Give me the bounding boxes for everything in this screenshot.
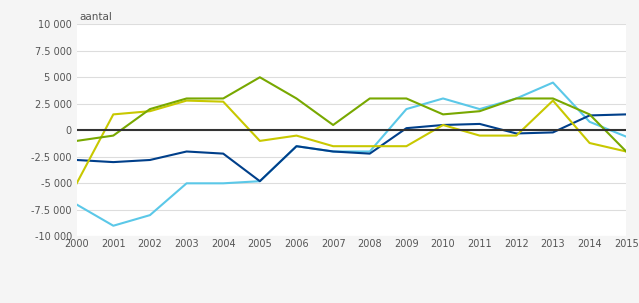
Amsterdam — [109, 224, 117, 228]
Utrecht — [109, 134, 117, 138]
Amsterdam — [366, 150, 374, 153]
Rotterdam — [256, 179, 264, 183]
Utrecht — [219, 97, 227, 100]
Amsterdam — [293, 145, 300, 148]
Den Haag — [549, 99, 557, 102]
Utrecht — [366, 97, 374, 100]
Den Haag — [73, 181, 81, 185]
Den Haag — [622, 150, 630, 153]
Amsterdam — [476, 107, 484, 111]
Rotterdam — [622, 113, 630, 116]
Amsterdam — [146, 213, 154, 217]
Den Haag — [256, 139, 264, 143]
Utrecht — [403, 97, 410, 100]
Den Haag — [403, 145, 410, 148]
Den Haag — [586, 141, 594, 145]
Rotterdam — [512, 132, 520, 135]
Rotterdam — [439, 123, 447, 127]
Den Haag — [512, 134, 520, 138]
Den Haag — [146, 109, 154, 113]
Utrecht — [512, 97, 520, 100]
Utrecht — [329, 123, 337, 127]
Den Haag — [366, 145, 374, 148]
Amsterdam — [622, 135, 630, 138]
Utrecht — [622, 150, 630, 153]
Den Haag — [476, 134, 484, 138]
Rotterdam — [73, 158, 81, 162]
Utrecht — [293, 97, 300, 100]
Utrecht — [476, 109, 484, 113]
Rotterdam — [366, 152, 374, 155]
Rotterdam — [146, 158, 154, 162]
Utrecht — [146, 107, 154, 111]
Amsterdam — [219, 181, 227, 185]
Line: Rotterdam: Rotterdam — [77, 115, 626, 181]
Utrecht — [183, 97, 190, 100]
Den Haag — [219, 100, 227, 104]
Legend: Amsterdam, Rotterdam, Den Haag, Utrecht: Amsterdam, Rotterdam, Den Haag, Utrecht — [158, 301, 545, 303]
Rotterdam — [549, 131, 557, 134]
Amsterdam — [512, 97, 520, 100]
Amsterdam — [329, 150, 337, 153]
Line: Amsterdam: Amsterdam — [77, 83, 626, 226]
Text: aantal: aantal — [79, 12, 112, 22]
Utrecht — [586, 113, 594, 116]
Den Haag — [109, 113, 117, 116]
Den Haag — [293, 134, 300, 138]
Utrecht — [439, 113, 447, 116]
Amsterdam — [403, 107, 410, 111]
Rotterdam — [293, 145, 300, 148]
Rotterdam — [403, 126, 410, 130]
Rotterdam — [329, 150, 337, 153]
Amsterdam — [549, 81, 557, 85]
Amsterdam — [586, 120, 594, 124]
Rotterdam — [476, 122, 484, 126]
Den Haag — [329, 145, 337, 148]
Den Haag — [439, 123, 447, 127]
Rotterdam — [183, 150, 190, 153]
Amsterdam — [439, 97, 447, 100]
Line: Den Haag: Den Haag — [77, 101, 626, 183]
Utrecht — [549, 97, 557, 100]
Rotterdam — [219, 152, 227, 155]
Rotterdam — [109, 160, 117, 164]
Amsterdam — [183, 181, 190, 185]
Den Haag — [183, 99, 190, 102]
Amsterdam — [256, 179, 264, 183]
Line: Utrecht: Utrecht — [77, 77, 626, 152]
Rotterdam — [586, 114, 594, 117]
Amsterdam — [73, 203, 81, 206]
Utrecht — [256, 75, 264, 79]
Utrecht — [73, 139, 81, 143]
